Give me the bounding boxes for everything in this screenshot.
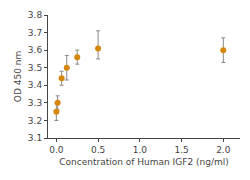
- svg-text:1.5: 1.5: [174, 145, 188, 155]
- svg-text:3.5: 3.5: [28, 63, 42, 73]
- svg-text:3.7: 3.7: [28, 28, 42, 38]
- svg-text:3.4: 3.4: [28, 80, 43, 90]
- svg-text:OD 450 nm: OD 450 nm: [13, 51, 23, 102]
- svg-text:0.0: 0.0: [49, 145, 64, 155]
- svg-text:3.6: 3.6: [28, 45, 43, 55]
- svg-text:1.0: 1.0: [133, 145, 148, 155]
- svg-text:Concentration of Human IGF2 (n: Concentration of Human IGF2 (ng/ml): [59, 157, 229, 167]
- svg-text:3.1: 3.1: [28, 133, 42, 143]
- svg-text:3.3: 3.3: [28, 98, 42, 108]
- svg-text:2.0: 2.0: [216, 145, 231, 155]
- svg-text:3.2: 3.2: [28, 116, 42, 126]
- svg-text:3.8: 3.8: [28, 10, 43, 20]
- svg-text:0.5: 0.5: [91, 145, 105, 155]
